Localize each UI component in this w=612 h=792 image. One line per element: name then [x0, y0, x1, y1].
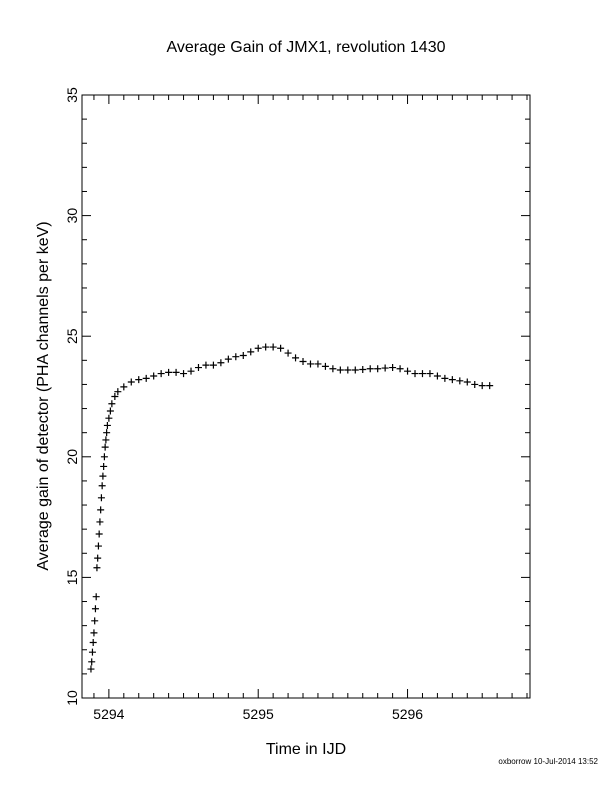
- data-point: [103, 429, 111, 437]
- y-tick-label: 20: [64, 449, 80, 465]
- data-point: [95, 530, 103, 538]
- data-point: [194, 364, 202, 372]
- data-point: [135, 376, 143, 384]
- data-point: [120, 383, 128, 391]
- data-point: [97, 506, 105, 514]
- data-point: [94, 542, 102, 550]
- y-tick-label: 10: [64, 690, 80, 706]
- data-point: [88, 658, 96, 666]
- data-point: [98, 482, 106, 490]
- data-point: [99, 472, 107, 480]
- data-point: [111, 393, 119, 400]
- data-point: [157, 370, 165, 378]
- data-point: [239, 351, 247, 359]
- data-point: [433, 372, 441, 380]
- data-point: [329, 365, 337, 373]
- data-point: [142, 374, 150, 382]
- footer-credit: oxborrow 10-Jul-2014 13:52: [498, 757, 598, 766]
- data-point: [336, 366, 344, 374]
- data-point: [103, 421, 111, 429]
- data-point: [88, 648, 96, 656]
- data-point: [108, 400, 116, 408]
- data-point: [456, 377, 464, 385]
- data-point: [100, 462, 108, 470]
- data-point: [180, 370, 188, 378]
- data-point: [92, 593, 100, 601]
- x-tick-labels: 5294 5295 5296: [93, 706, 423, 722]
- data-point: [374, 365, 382, 373]
- data-point: [93, 564, 101, 572]
- y-axis-label: Average gain of detector (PHA channels p…: [35, 221, 52, 570]
- data-point: [91, 617, 99, 625]
- data-point: [277, 344, 285, 352]
- x-tick-label: 5295: [243, 706, 274, 722]
- chart-title: Average Gain of JMX1, revolution 1430: [167, 39, 446, 56]
- data-point: [89, 639, 97, 647]
- data-point: [359, 365, 367, 373]
- data-point: [411, 370, 419, 378]
- data-point: [224, 355, 232, 363]
- data-point: [217, 359, 225, 367]
- y-tick-label: 15: [64, 569, 80, 585]
- data-point: [418, 370, 426, 378]
- data-point: [381, 364, 389, 372]
- data-point: [478, 382, 486, 390]
- axis-ticks: [82, 94, 530, 699]
- data-point: [299, 358, 307, 366]
- x-tick-label: 5296: [392, 706, 423, 722]
- data-point: [344, 366, 352, 374]
- data-point: [106, 407, 114, 415]
- x-axis-label: Time in IJD: [266, 741, 346, 758]
- data-point: [96, 518, 104, 526]
- data-point: [94, 554, 102, 562]
- data-point: [232, 353, 240, 361]
- data-point: [366, 365, 374, 373]
- data-point: [321, 362, 329, 370]
- data-point: [463, 378, 471, 386]
- data-point: [102, 436, 110, 444]
- data-point: [114, 388, 122, 396]
- data-point: [389, 364, 397, 372]
- data-point: [187, 367, 195, 375]
- data-point: [404, 367, 412, 375]
- data-point: [150, 372, 158, 380]
- data-point: [209, 361, 217, 369]
- data-point: [87, 665, 95, 673]
- data-point: [127, 378, 135, 386]
- data-point: [105, 414, 113, 422]
- data-point: [247, 348, 255, 356]
- plot-frame: [81, 94, 531, 699]
- data-point: [426, 370, 434, 378]
- data-point: [202, 361, 210, 369]
- data-point: [262, 343, 270, 351]
- y-tick-label: 35: [64, 87, 80, 103]
- x-tick-label: 5294: [93, 706, 124, 722]
- data-point: [165, 368, 173, 376]
- data-point: [314, 360, 322, 368]
- data-point: [351, 366, 359, 374]
- y-tick-label: 25: [64, 328, 80, 344]
- data-point: [91, 605, 99, 613]
- data-point: [254, 344, 262, 352]
- data-point: [100, 453, 108, 461]
- data-point: [448, 376, 456, 384]
- data-point: [97, 494, 105, 502]
- data-point: [396, 365, 404, 373]
- data-point: [292, 354, 300, 362]
- data-point: [441, 374, 449, 382]
- data-point: [269, 343, 277, 351]
- y-tick-labels: 10 15 20 25 30 35: [64, 87, 80, 706]
- y-tick-label: 30: [64, 208, 80, 224]
- data-point: [486, 382, 494, 390]
- data-point: [101, 443, 109, 451]
- data-point: [90, 629, 98, 637]
- data-point: [284, 349, 292, 357]
- data-points: [87, 343, 494, 673]
- data-point: [172, 368, 180, 376]
- data-point: [471, 380, 479, 388]
- data-point: [306, 360, 314, 368]
